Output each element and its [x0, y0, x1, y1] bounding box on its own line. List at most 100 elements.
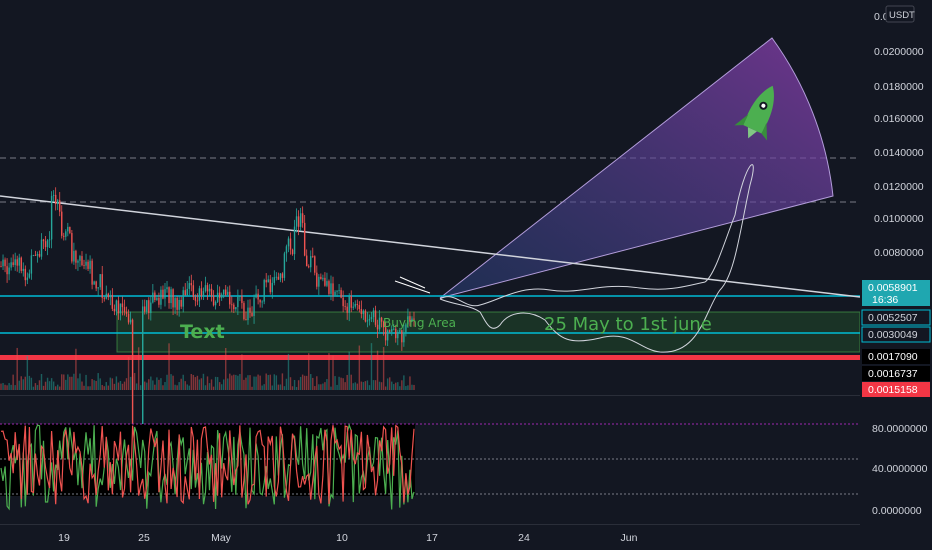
osc-slow-line: [0, 424, 415, 505]
candle-body: [148, 300, 150, 314]
candle-body: [346, 306, 348, 313]
candle-body: [265, 280, 267, 283]
candle-body: [69, 226, 71, 234]
price-badge-time: 16:36: [872, 294, 898, 306]
volume-bar: [401, 380, 403, 390]
volume-bar: [391, 381, 393, 390]
volume-bar: [291, 386, 294, 390]
candle-body: [413, 318, 415, 320]
volume-bar: [89, 386, 91, 390]
candle-body: [44, 241, 47, 248]
candle-body: [285, 246, 288, 254]
candle-body: [281, 273, 284, 278]
candle-body: [395, 328, 397, 339]
volume-bar: [263, 384, 265, 390]
volume-bar: [354, 382, 356, 390]
text-annotation[interactable]: Text: [180, 321, 225, 343]
price-badge: [861, 326, 931, 343]
candle-body: [263, 280, 265, 302]
candle-body: [340, 290, 342, 298]
volume-bar: [101, 384, 103, 390]
candle-body: [101, 274, 103, 298]
volume-bar: [301, 374, 304, 390]
volume-bar: [409, 376, 411, 390]
candle-body: [342, 297, 344, 307]
volume-bar: [362, 382, 365, 390]
volume-group: [0, 343, 415, 390]
candle-body: [222, 289, 225, 295]
candle-body: [350, 296, 352, 308]
price-axis[interactable]: [860, 0, 932, 524]
volume-bar: [170, 374, 172, 390]
candle-body: [178, 300, 180, 310]
candle-body: [202, 291, 205, 296]
candle-body: [150, 302, 152, 314]
volume-bar: [399, 386, 401, 390]
volume-bar: [245, 377, 247, 390]
candle-body: [42, 239, 45, 242]
volume-bar: [59, 386, 61, 390]
descending-trendline[interactable]: [0, 195, 861, 298]
volume-bar: [297, 380, 300, 390]
volume-bar: [61, 374, 63, 390]
volume-bar: [71, 376, 73, 390]
red-level-line[interactable]: [0, 355, 860, 360]
candle-body: [36, 254, 39, 256]
candle-body: [4, 259, 6, 267]
candle-body: [204, 285, 207, 292]
candle-body: [220, 294, 223, 298]
price-tick-label: 0.0080000: [874, 247, 924, 259]
volume-bar: [283, 386, 286, 390]
volume-bar: [160, 378, 162, 390]
volume-bar: [10, 384, 12, 390]
candle-body: [196, 300, 199, 302]
candle-body: [75, 250, 77, 263]
volume-bar: [107, 385, 110, 390]
buying-area-label[interactable]: Buying Area: [383, 316, 456, 330]
volume-bar: [388, 377, 391, 390]
date-range-label[interactable]: 25 May to 1st june: [544, 314, 712, 335]
volume-bar: [233, 374, 235, 390]
candle-body: [305, 255, 308, 267]
volume-bar: [50, 378, 53, 390]
candle-body: [24, 268, 27, 281]
volume-bar: [54, 386, 57, 390]
candle-body: [245, 319, 247, 321]
time-tick-label: 17: [426, 532, 438, 544]
currency-button[interactable]: [885, 5, 915, 23]
volume-bar: [247, 375, 249, 390]
volume-bar: [316, 376, 318, 390]
volume-bar: [113, 383, 116, 390]
volume-bar: [131, 376, 134, 390]
candle-body: [176, 297, 178, 310]
candle-body: [210, 288, 213, 296]
fan-shape[interactable]: [439, 37, 834, 299]
candle-body: [22, 268, 24, 271]
volume-bar: [370, 343, 373, 390]
volume-bar: [299, 376, 302, 390]
candle-body: [206, 285, 209, 292]
volume-bar: [103, 386, 105, 390]
candle-body: [30, 255, 33, 274]
volume-bar: [312, 377, 314, 390]
candle-body: [261, 301, 263, 303]
volume-bar: [241, 354, 243, 390]
volume-bar: [386, 378, 389, 390]
time-axis[interactable]: 19 25 May 10 17 24 Jun: [58, 532, 637, 544]
candle-body: [397, 331, 399, 339]
volume-bar: [186, 384, 188, 390]
volume-bar: [97, 373, 99, 390]
candle-body: [259, 299, 261, 303]
buying-area-box[interactable]: [116, 311, 861, 353]
currency-button-label[interactable]: USDT: [889, 10, 915, 21]
volume-bar: [40, 373, 43, 390]
candle-body: [81, 256, 83, 266]
volume-bar: [277, 384, 280, 390]
candle-body: [352, 306, 354, 308]
candle-body: [344, 306, 346, 307]
candle-body: [312, 256, 314, 257]
candle-body: [326, 281, 328, 286]
candle-body: [399, 330, 401, 332]
candle-body: [160, 289, 162, 305]
